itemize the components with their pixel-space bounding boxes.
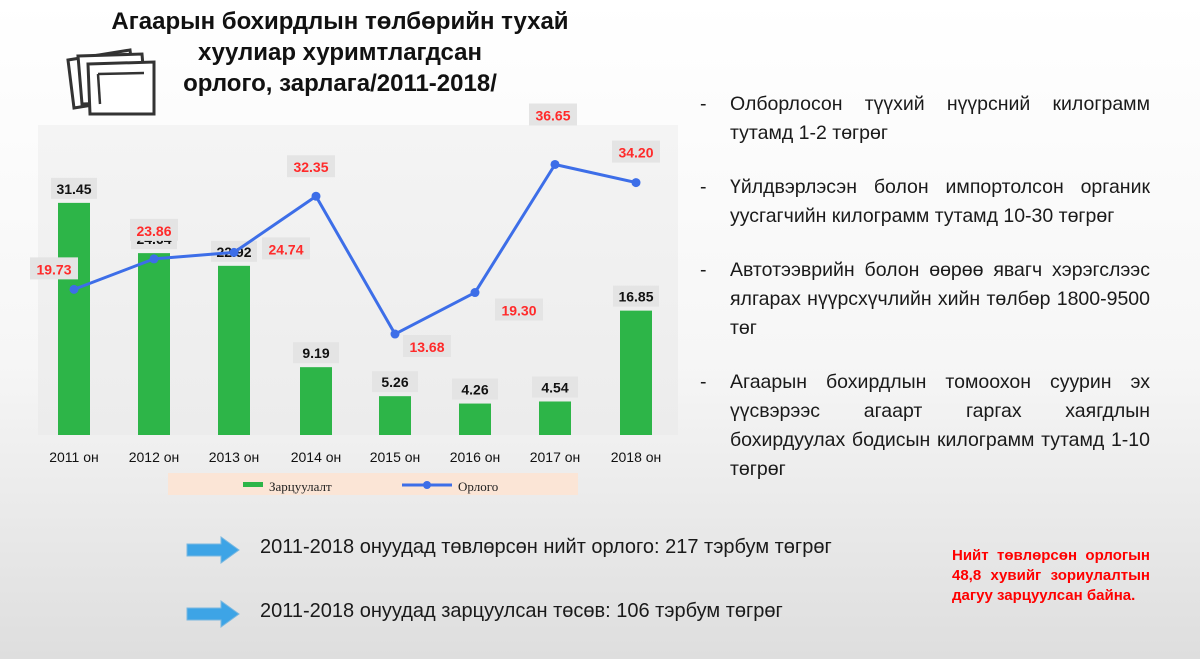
- income-value-label: 36.65: [535, 107, 570, 123]
- income-value-label: 19.73: [36, 261, 71, 277]
- title-line: орлого, зарлага/2011-2018/: [183, 70, 497, 97]
- spend-value-label-box: [372, 371, 418, 393]
- bullet-marker: -: [700, 93, 707, 115]
- bullet-marker: -: [700, 371, 707, 393]
- income-value-label-box: [403, 335, 451, 358]
- income-value-label-box: [612, 140, 660, 163]
- income-value-label: 24.74: [268, 241, 303, 257]
- bar: [379, 396, 411, 435]
- income-line: [73, 162, 637, 336]
- income-value-label-box: [30, 257, 78, 280]
- title-line: Агаарын бохирдлын төлбөрийн тухай: [111, 8, 569, 35]
- x-tick-label: 2018 он: [611, 449, 662, 465]
- income-value-label-box: [495, 298, 543, 321]
- spend-value-label: 5.26: [381, 374, 408, 390]
- legend-line-marker: [423, 481, 431, 489]
- income-point: [149, 254, 159, 264]
- income-point: [311, 191, 321, 201]
- spend-value-label-box: [293, 342, 339, 364]
- income-value-label: 34.20: [618, 145, 653, 161]
- spend-value-label: 31.45: [56, 181, 91, 197]
- legend: Зарцуулалт Орлого: [168, 473, 578, 495]
- bullet-list: - Олборлосон түүхий нүүрсний килограмм т…: [700, 90, 1150, 509]
- x-tick-label: 2013 он: [209, 449, 260, 465]
- x-tick-label: 2016 он: [450, 449, 501, 465]
- x-tick-label: 2015 он: [370, 449, 421, 465]
- spend-value-label-box: [51, 177, 97, 199]
- income-point: [229, 247, 239, 257]
- income-point: [390, 329, 400, 339]
- x-tick-label: 2011 он: [49, 449, 99, 465]
- income-value-label: 32.35: [293, 159, 328, 175]
- bar: [300, 367, 332, 435]
- bullet-marker: -: [700, 176, 707, 198]
- bar: [58, 202, 90, 435]
- income-value-label-box: [130, 218, 178, 241]
- summary-income-text: 2011-2018 онуудад төвлөрсөн нийт орлого:…: [260, 536, 832, 558]
- bullet-text: Агаарын бохирдлын томоохон суурин эх үүс…: [730, 371, 1150, 480]
- bar: [138, 253, 170, 435]
- bar: [218, 265, 250, 435]
- spend-value-label: 4.54: [541, 379, 568, 395]
- legend-line-label: Орлого: [458, 479, 498, 494]
- income-point: [470, 288, 480, 298]
- bar: [539, 401, 571, 435]
- bullet-item: - Үйлдвэрлэсэн болон импортолсон органик…: [700, 173, 1150, 231]
- right-arrow-icon: [186, 600, 240, 628]
- title-line: хуулиар хуримтлагдсан: [197, 39, 483, 66]
- spend-value-label: 4.26: [461, 382, 488, 398]
- income-value-label: 13.68: [409, 339, 444, 355]
- legend-bar-swatch: [243, 482, 263, 487]
- bullet-item: - Олборлосон түүхий нүүрсний килограмм т…: [700, 90, 1150, 148]
- income-point: [69, 284, 79, 294]
- documents-icon: [66, 48, 156, 116]
- income-value-label: 19.30: [501, 303, 536, 319]
- bar: [620, 310, 652, 435]
- x-tick-label: 2017 он: [530, 449, 581, 465]
- spend-value-label-box: [452, 378, 498, 400]
- legend-bar-label: Зарцуулалт: [269, 479, 332, 494]
- x-tick-label: 2014 он: [291, 449, 342, 465]
- spend-value-label-box: [613, 285, 659, 307]
- spend-value-label: 16.85: [618, 289, 653, 305]
- legend-background: [168, 473, 578, 495]
- bullet-text: Автотээврийн болон өөрөө явагч хэрэгслээ…: [730, 259, 1150, 339]
- note-text: Нийт төвлөрсөн орлогын 48,8 хувийг зориу…: [952, 547, 1150, 604]
- chart-title: Агаарын бохирдлын төлбөрийн тухай хуулиа…: [70, 6, 610, 99]
- spend-value-label-box: [532, 376, 578, 398]
- summary-spending-text: 2011-2018 онуудад зарцуулсан төсөв: 106 …: [260, 600, 783, 622]
- bullet-text: Олборлосон түүхий нүүрсний килограмм тут…: [730, 93, 1150, 144]
- bullet-marker: -: [700, 259, 707, 281]
- spend-value-label: 9.19: [302, 345, 329, 361]
- x-tick-label: 2012 он: [129, 449, 180, 465]
- income-point: [550, 159, 560, 169]
- bullet-item: - Автотээврийн болон өөрөө явагч хэрэгсл…: [700, 256, 1150, 343]
- bullet-item: - Агаарын бохирдлын томоохон суурин эх ү…: [700, 368, 1150, 484]
- bar: [459, 403, 491, 435]
- income-value-label: 23.86: [136, 223, 171, 239]
- income-value-label-box: [529, 103, 577, 126]
- income-value-label-box: [262, 237, 310, 260]
- income-point: [631, 178, 641, 188]
- bullet-text: Үйлдвэрлэсэн болон импортолсон органик у…: [730, 176, 1150, 227]
- income-value-label-box: [287, 155, 335, 178]
- right-arrow-icon: [186, 536, 240, 564]
